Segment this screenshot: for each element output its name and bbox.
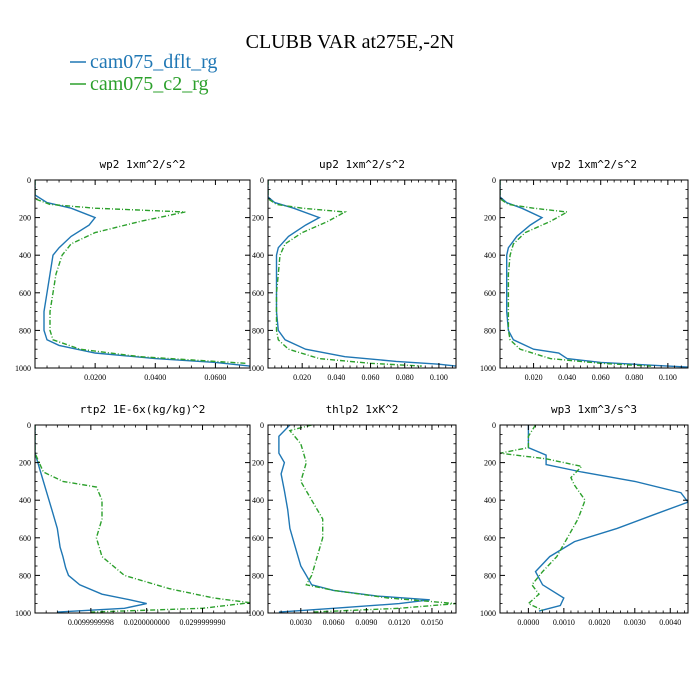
x-tick-label: 0.0060 [323, 618, 345, 627]
y-tick-label: 1000 [15, 609, 31, 618]
y-tick-label: 400 [19, 496, 31, 505]
y-tick-label: 400 [484, 251, 496, 260]
series-line-cam075_c2_rg [500, 180, 652, 367]
series-line-cam075_dflt_rg [35, 180, 250, 367]
x-tick-label: 0.060 [592, 373, 610, 382]
series-line-cam075_dflt_rg [278, 425, 430, 613]
y-tick-label: 0 [27, 176, 31, 185]
y-tick-label: 600 [484, 289, 496, 298]
panel-3: vp2 1xm^2/s^2 0 200 400 600 800 1000 0.020 0.040… [480, 158, 689, 382]
y-tick-label: 800 [19, 571, 31, 580]
legend: cam075_dflt_rg cam075_c2_rg [70, 51, 217, 95]
y-tick-label: 600 [252, 534, 264, 543]
plot-frame [267, 179, 457, 369]
y-tick-label: 400 [252, 496, 264, 505]
series-line-cam075_c2_rg [35, 425, 250, 613]
y-tick-label: 1000 [248, 609, 264, 618]
x-tick-label: 0.0299999990 [180, 618, 226, 627]
y-tick-label: 200 [19, 214, 31, 223]
y-tick-label: 200 [484, 459, 496, 468]
y-tick-label: 1000 [15, 364, 31, 373]
y-tick-label: 600 [484, 534, 496, 543]
x-tick-label: 0.0030 [624, 618, 646, 627]
y-tick-label: 1000 [248, 364, 264, 373]
x-tick-label: 0.0030 [290, 618, 312, 627]
y-tick-label: 400 [484, 496, 496, 505]
y-tick-label: 800 [484, 326, 496, 335]
panel-title: rtp2 1E-6x(kg/kg)^2 [80, 403, 206, 416]
y-tick-label: 600 [19, 534, 31, 543]
series-line-cam075_c2_rg [500, 425, 586, 611]
series-line-cam075_dflt_rg [500, 180, 688, 368]
y-tick-label: 1000 [480, 364, 496, 373]
legend-label-dflt: cam075_dflt_rg [90, 51, 217, 73]
panel-title: wp3 1xm^3/s^3 [551, 403, 637, 416]
plot-frame [267, 424, 457, 614]
series-line-cam075_c2_rg [288, 425, 456, 613]
x-tick-label: 0.0120 [388, 618, 410, 627]
legend-label-c2: cam075_c2_rg [90, 73, 209, 95]
series-line-cam075_dflt_rg [268, 180, 456, 367]
x-tick-label: 0.080 [625, 373, 643, 382]
series-line-cam075_dflt_rg [527, 425, 688, 612]
x-tick-label: 0.040 [327, 373, 345, 382]
y-tick-label: 0 [492, 421, 496, 430]
y-tick-label: 800 [252, 571, 264, 580]
panel-title: thlp2 1xK^2 [326, 403, 399, 416]
series-line-cam075_c2_rg [35, 180, 246, 364]
y-tick-label: 800 [252, 326, 264, 335]
y-tick-label: 600 [19, 289, 31, 298]
y-tick-label: 0 [492, 176, 496, 185]
x-tick-label: 0.040 [558, 373, 576, 382]
y-tick-label: 800 [484, 571, 496, 580]
x-tick-label: 0.0200 [84, 373, 106, 382]
x-tick-label: 0.0400 [144, 373, 166, 382]
plot-frame [499, 179, 689, 369]
y-tick-label: 600 [252, 289, 264, 298]
y-tick-label: 400 [252, 251, 264, 260]
x-tick-label: 0.0040 [659, 618, 681, 627]
series-line-cam075_c2_rg [268, 180, 422, 367]
panel-title: up2 1xm^2/s^2 [319, 158, 405, 171]
panel-title: vp2 1xm^2/s^2 [551, 158, 637, 171]
plot-frame [34, 179, 251, 369]
panel-6: wp3 1xm^3/s^3 0 200 400 600 800 1000 0.0000 0.00… [480, 403, 689, 627]
x-tick-label: 0.020 [293, 373, 311, 382]
y-tick-label: 200 [252, 214, 264, 223]
x-tick-label: 0.0099999998 [68, 618, 114, 627]
y-tick-label: 0 [27, 421, 31, 430]
x-tick-label: 0.0020 [588, 618, 610, 627]
y-tick-label: 200 [252, 459, 264, 468]
panel-title: wp2 1xm^2/s^2 [99, 158, 185, 171]
x-tick-label: 0.0600 [204, 373, 226, 382]
x-tick-label: 0.100 [430, 373, 448, 382]
x-tick-label: 0.0150 [421, 618, 443, 627]
y-tick-label: 200 [19, 459, 31, 468]
y-tick-label: 1000 [480, 609, 496, 618]
x-tick-label: 0.100 [659, 373, 677, 382]
x-tick-label: 0.0010 [553, 618, 575, 627]
series-line-cam075_dflt_rg [35, 425, 147, 613]
x-tick-label: 0.020 [525, 373, 543, 382]
x-tick-label: 0.0200000000 [124, 618, 170, 627]
figure-title: CLUBB VAR at275E,-2N [246, 31, 455, 53]
plot-frame [499, 424, 689, 614]
x-tick-label: 0.060 [362, 373, 380, 382]
y-tick-label: 800 [19, 326, 31, 335]
y-tick-label: 0 [260, 421, 264, 430]
panel-4: rtp2 1E-6x(kg/kg)^2 0 200 400 600 800 1000 0.00… [15, 403, 251, 627]
y-tick-label: 200 [484, 214, 496, 223]
plot-frame [34, 424, 251, 614]
y-tick-label: 0 [260, 176, 264, 185]
panel-5: thlp2 1xK^2 0 200 400 600 800 1000 0.0030 0.0060… [248, 403, 457, 627]
x-tick-label: 0.080 [396, 373, 414, 382]
panel-1: wp2 1xm^2/s^2 0 200 400 600 800 1000 0.0200 0.04… [15, 158, 251, 382]
x-tick-label: 0.0090 [355, 618, 377, 627]
x-tick-label: 0.0000 [517, 618, 539, 627]
panel-2: up2 1xm^2/s^2 0 200 400 600 800 1000 0.020 0.040… [248, 158, 457, 382]
y-tick-label: 400 [19, 251, 31, 260]
